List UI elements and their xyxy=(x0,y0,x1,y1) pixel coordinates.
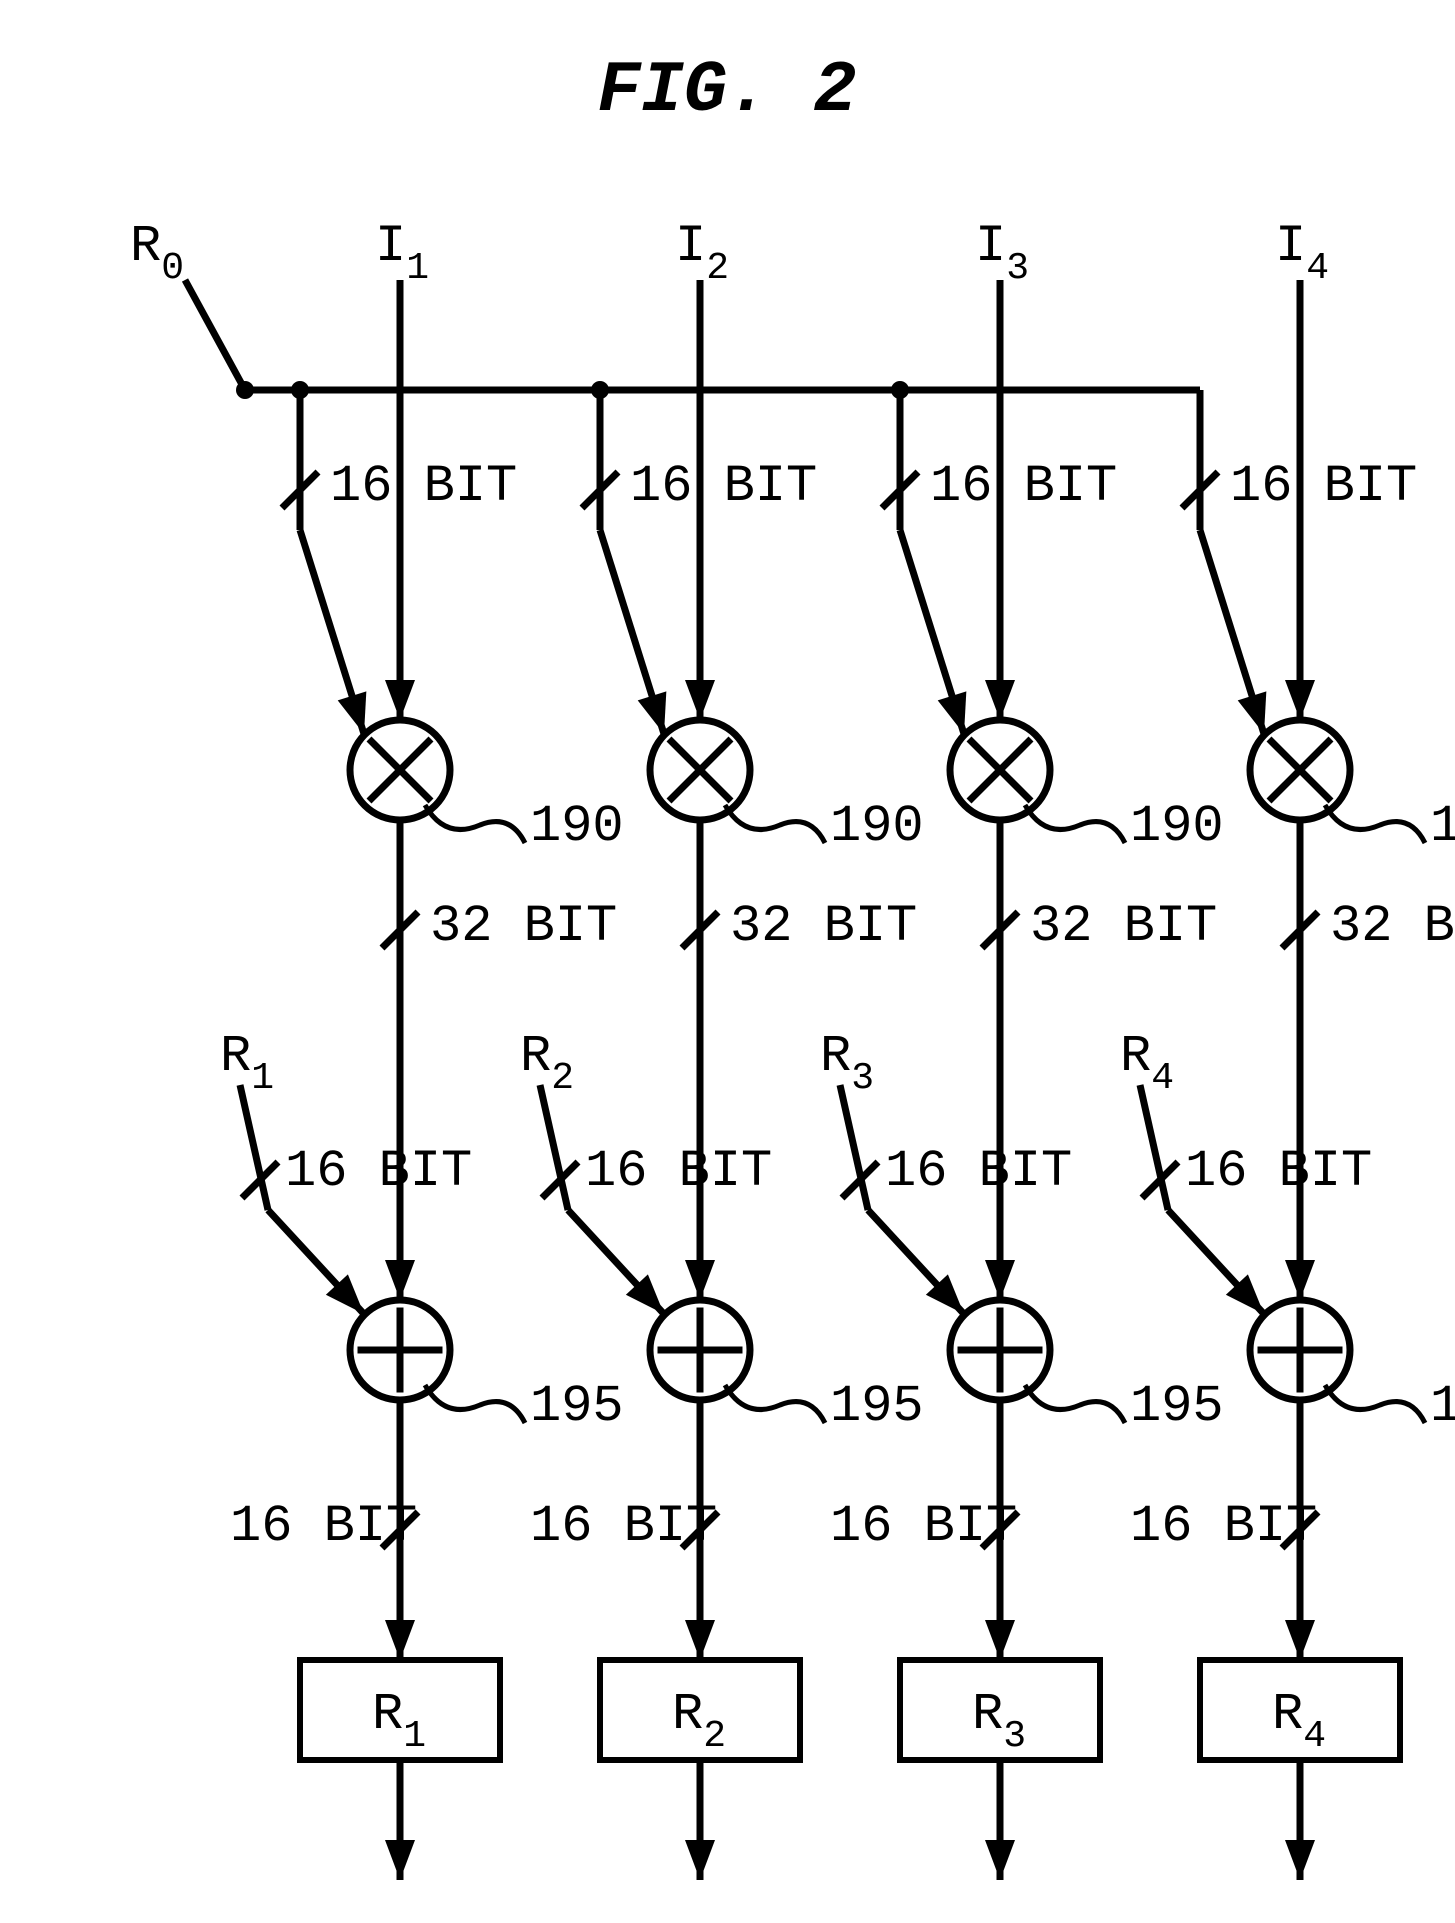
svg-text:195: 195 xyxy=(1130,1377,1224,1436)
svg-text:R2: R2 xyxy=(520,1027,574,1100)
svg-text:16 BIT: 16 BIT xyxy=(1230,457,1417,516)
svg-text:R3: R3 xyxy=(820,1027,874,1100)
svg-text:I2: I2 xyxy=(675,217,729,290)
svg-text:R1: R1 xyxy=(220,1027,274,1100)
svg-text:R0: R0 xyxy=(130,217,184,290)
svg-text:16 BIT: 16 BIT xyxy=(830,1497,1017,1556)
svg-text:R4: R4 xyxy=(1120,1027,1174,1100)
svg-text:32 BIT: 32 BIT xyxy=(730,897,917,956)
svg-text:FIG. 2: FIG. 2 xyxy=(597,50,856,132)
svg-text:190: 190 xyxy=(1430,797,1455,856)
svg-text:195: 195 xyxy=(830,1377,924,1436)
svg-text:I1: I1 xyxy=(375,217,429,290)
svg-text:16 BIT: 16 BIT xyxy=(530,1497,717,1556)
svg-text:16 BIT: 16 BIT xyxy=(330,457,517,516)
svg-text:190: 190 xyxy=(530,797,624,856)
svg-text:16 BIT: 16 BIT xyxy=(930,457,1117,516)
svg-text:16 BIT: 16 BIT xyxy=(1130,1497,1317,1556)
svg-text:16 BIT: 16 BIT xyxy=(585,1142,772,1201)
svg-text:16 BIT: 16 BIT xyxy=(285,1142,472,1201)
svg-text:16 BIT: 16 BIT xyxy=(1185,1142,1372,1201)
svg-text:32 BIT: 32 BIT xyxy=(430,897,617,956)
svg-text:195: 195 xyxy=(530,1377,624,1436)
svg-text:I3: I3 xyxy=(975,217,1029,290)
svg-text:195: 195 xyxy=(1430,1377,1455,1436)
svg-text:190: 190 xyxy=(830,797,924,856)
svg-text:190: 190 xyxy=(1130,797,1224,856)
svg-text:16 BIT: 16 BIT xyxy=(230,1497,417,1556)
svg-text:16 BIT: 16 BIT xyxy=(630,457,817,516)
svg-text:32 BIT: 32 BIT xyxy=(1330,897,1455,956)
svg-text:16 BIT: 16 BIT xyxy=(885,1142,1072,1201)
svg-text:32 BIT: 32 BIT xyxy=(1030,897,1217,956)
svg-text:I4: I4 xyxy=(1275,217,1329,290)
